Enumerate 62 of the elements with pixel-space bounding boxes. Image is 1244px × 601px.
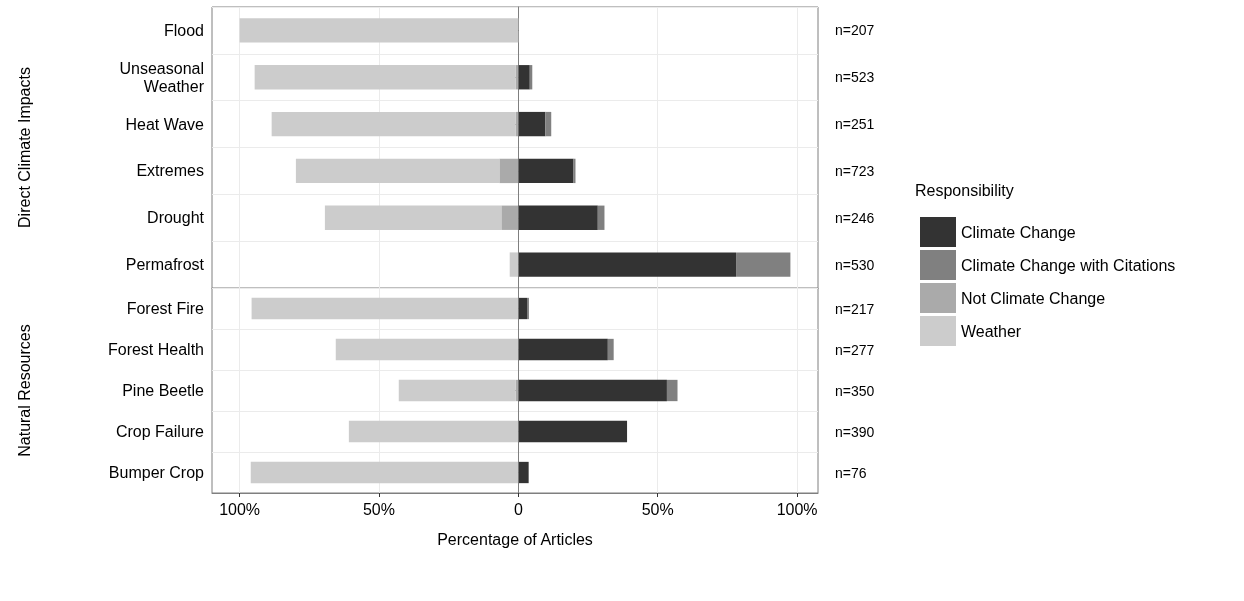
- y-tick-label: Flood: [163, 21, 204, 39]
- x-tick-label: 100%: [776, 500, 818, 518]
- legend-label: Weather: [961, 322, 1022, 340]
- bar: [607, 338, 614, 361]
- bar: [271, 111, 516, 137]
- text: n=76: [835, 464, 867, 481]
- bar: [518, 65, 530, 90]
- text: n=251: [835, 116, 875, 133]
- bar: [335, 338, 519, 361]
- text: n=523: [835, 69, 875, 86]
- bar: [518, 252, 737, 277]
- y-tick-label: Drought: [147, 209, 205, 227]
- bar: [736, 252, 791, 277]
- x-tick-label: 100%: [219, 500, 261, 518]
- bar: [295, 158, 500, 184]
- x-axis-title: Percentage of Articles: [437, 530, 593, 548]
- bar: [518, 158, 574, 184]
- text: n=723: [835, 162, 875, 179]
- legend-label: Climate Change: [961, 223, 1076, 241]
- bar: [251, 297, 519, 320]
- legend-label: Not Climate Change: [961, 289, 1106, 307]
- bar: [518, 297, 527, 320]
- bar: [518, 461, 529, 484]
- y-tick-label: Pine Beetle: [122, 382, 205, 399]
- y-tick-label: Permafrost: [125, 256, 205, 274]
- y-axis-title: Natural Resources: [15, 324, 33, 457]
- text: n=277: [835, 341, 875, 358]
- y-axis-title: Direct Climate Impacts: [15, 67, 33, 228]
- y-tick-label: Unseasonal Weather: [119, 59, 205, 95]
- bar: [239, 18, 519, 43]
- bar: [518, 420, 628, 443]
- y-tick-label: Crop Failure: [115, 423, 205, 440]
- legend-label: Climate Change with Citations: [961, 256, 1176, 274]
- bar: [518, 379, 667, 402]
- bar: [666, 379, 678, 402]
- bar: [518, 111, 546, 137]
- bar: [348, 420, 519, 443]
- x-tick-label: 50%: [362, 500, 395, 518]
- bar: [398, 379, 516, 402]
- bar: [518, 205, 598, 230]
- text: n=390: [835, 423, 875, 440]
- text: n=530: [835, 256, 875, 273]
- bar: [250, 461, 519, 484]
- y-tick-label: Extremes: [136, 162, 204, 180]
- x-tick-label: 50%: [641, 500, 674, 518]
- y-tick-label: Forest Health: [107, 341, 204, 358]
- bar: [509, 252, 519, 277]
- bar: [324, 205, 502, 230]
- bar: [545, 111, 552, 137]
- x-tick-label: 0: [513, 500, 523, 518]
- text: n=350: [835, 382, 875, 399]
- y-tick-label: Forest Fire: [126, 300, 205, 317]
- legend-title: Responsibility: [915, 181, 1014, 199]
- bar: [518, 338, 608, 361]
- text: n=217: [835, 300, 875, 317]
- text: n=207: [835, 22, 875, 39]
- bar: [499, 158, 519, 184]
- bar: [254, 65, 516, 90]
- bar: [501, 205, 519, 230]
- text: n=246: [835, 209, 875, 226]
- y-tick-label: Bumper Crop: [108, 464, 205, 481]
- y-tick-label: Heat Wave: [125, 115, 205, 133]
